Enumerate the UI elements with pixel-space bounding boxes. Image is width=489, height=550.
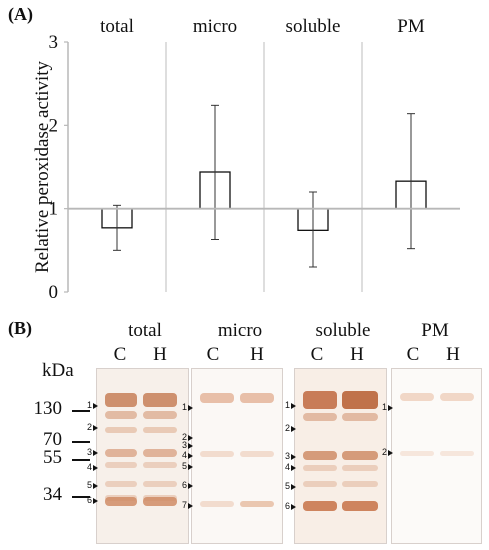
band-marker: 3 — [182, 440, 194, 450]
kda-tick-34 — [72, 496, 90, 498]
band — [240, 501, 274, 507]
band-marker: 4 — [182, 450, 194, 460]
band — [200, 393, 234, 403]
band — [240, 451, 274, 457]
y-tick-label: 0 — [49, 282, 59, 303]
band-marker: 4 — [285, 462, 297, 472]
lane-label-total-h: H — [153, 344, 167, 365]
gel-blot-micro — [191, 368, 283, 544]
band — [303, 481, 337, 487]
band-marker: 7 — [182, 500, 194, 510]
band-marker: 1 — [285, 400, 297, 410]
band — [143, 411, 177, 419]
band — [143, 427, 177, 433]
band — [303, 501, 337, 511]
kda-marker-55: 55 — [43, 447, 62, 468]
band — [342, 501, 378, 511]
panel-b-label: (B) — [8, 318, 32, 338]
kda-marker-34: 34 — [43, 484, 62, 505]
lane-label-soluble-h: H — [350, 344, 364, 365]
band — [303, 413, 337, 421]
gel-blot-pm — [391, 368, 482, 544]
kda-tick-130 — [72, 410, 90, 412]
band — [105, 393, 137, 407]
gel-blot-soluble — [294, 368, 387, 544]
band-marker: 4 — [87, 462, 99, 472]
lane-label-pm-c: C — [406, 344, 420, 365]
band-marker: 3 — [87, 447, 99, 457]
band — [105, 449, 137, 457]
band — [105, 481, 137, 487]
gel-title-total: total — [128, 320, 162, 341]
y-tick-label: 3 — [49, 32, 59, 53]
lane-label-micro-h: H — [250, 344, 264, 365]
band-marker: 2 — [285, 423, 297, 433]
band-marker: 1 — [87, 400, 99, 410]
band-marker: 2 — [87, 422, 99, 432]
band-marker: 1 — [382, 402, 394, 412]
band — [440, 451, 474, 456]
band — [143, 393, 177, 407]
band-marker: 2 — [382, 447, 394, 457]
band-marker: 5 — [87, 480, 99, 490]
band — [143, 497, 177, 506]
band — [303, 465, 337, 471]
band — [342, 413, 378, 421]
band — [200, 451, 234, 457]
band-marker: 5 — [182, 461, 194, 471]
band — [143, 462, 177, 468]
band-marker: 3 — [285, 451, 297, 461]
y-tick-label: 2 — [49, 115, 59, 136]
band — [342, 481, 378, 487]
band — [342, 391, 378, 409]
category-label: soluble — [286, 16, 341, 37]
band-marker: 1 — [182, 402, 194, 412]
band — [440, 393, 474, 401]
gel-title-micro: micro — [217, 320, 263, 341]
lane-label-pm-h: H — [446, 344, 460, 365]
band — [342, 451, 378, 460]
band — [105, 411, 137, 419]
band — [143, 449, 177, 457]
kda-marker-130: 130 — [33, 398, 63, 419]
band — [400, 393, 434, 401]
band-marker: 2 — [182, 432, 194, 442]
band — [200, 501, 234, 507]
band — [105, 497, 137, 506]
category-label: micro — [193, 16, 237, 37]
band — [400, 451, 434, 456]
panel-a-label: (A) — [8, 4, 33, 24]
lane-label-soluble-c: C — [310, 344, 324, 365]
band-marker: 6 — [87, 495, 99, 505]
kda-unit-label: kDa — [42, 360, 74, 381]
band — [105, 427, 137, 433]
gel-title-pm: PM — [421, 320, 449, 341]
band-marker: 6 — [285, 501, 297, 511]
bar-chart: 0 1 2 3 Relative peroxidase activity total mic… — [32, 16, 460, 303]
gel-blot-total — [96, 368, 189, 544]
band — [143, 481, 177, 487]
band — [342, 465, 378, 471]
lane-label-total-c: C — [113, 344, 127, 365]
kda-tick-70 — [72, 441, 90, 443]
kda-marker-70: 70 — [43, 429, 62, 450]
band — [105, 462, 137, 468]
band — [303, 451, 337, 460]
category-label: total — [100, 16, 134, 37]
band-marker: 6 — [182, 480, 194, 490]
y-tick-label: 1 — [49, 199, 59, 220]
band-marker: 5 — [285, 481, 297, 491]
kda-tick-55 — [72, 459, 90, 461]
gel-title-soluble: soluble — [315, 320, 371, 341]
y-axis-label: Relative peroxidase activity — [32, 60, 53, 273]
band — [303, 391, 337, 409]
lane-label-micro-c: C — [206, 344, 220, 365]
category-label: PM — [397, 16, 425, 37]
band — [240, 393, 274, 403]
